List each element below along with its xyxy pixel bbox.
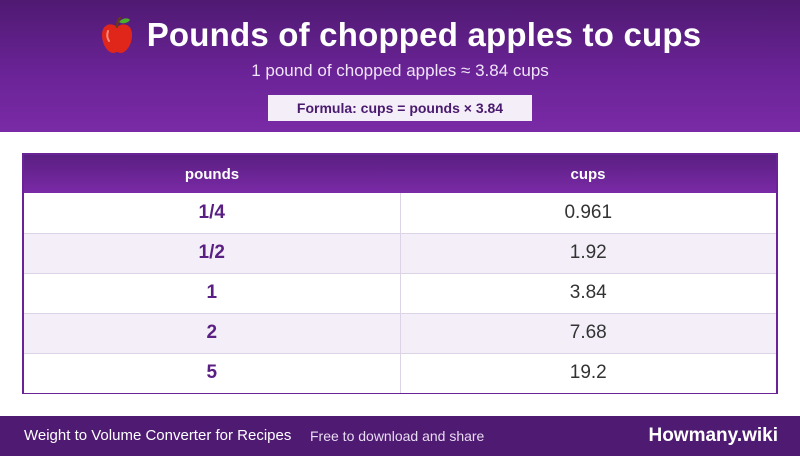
footer-tagline: Free to download and share — [310, 428, 485, 444]
apple-icon — [99, 15, 135, 55]
cups-cell: 0.961 — [400, 193, 776, 234]
table-row: 1/4 0.961 — [24, 193, 776, 234]
pounds-cell: 1/2 — [24, 233, 401, 274]
title-row: Pounds of chopped apples to cups — [0, 14, 800, 56]
cups-cell: 19.2 — [569, 362, 607, 384]
table-row: 2 7.68 — [24, 313, 776, 354]
page-subtitle: 1 pound of chopped apples ≈ 3.84 cups — [251, 61, 549, 80]
table-row: 1 3.84 — [24, 273, 776, 314]
footer-brand-logo[interactable]: Howmany.wiki — [648, 425, 778, 446]
footer-bar: Weight to Volume Converter for Recipes F… — [0, 416, 800, 456]
pounds-cell: 5 — [24, 353, 401, 393]
column-header-cups: cups — [570, 165, 606, 183]
page-title: Pounds of chopped apples to cups — [146, 16, 702, 53]
table-row: 1/2 1.92 — [24, 233, 776, 274]
footer-site-name[interactable]: Weight to Volume Converter for Recipes — [24, 427, 292, 444]
table-row: 5 19.2 — [24, 353, 776, 393]
cups-cell: 1.92 — [400, 233, 776, 274]
cups-cell: 3.84 — [400, 273, 776, 314]
conversion-table-container: pounds cups 1/4 0.961 1/2 1.92 1 3.84 2 … — [22, 153, 778, 394]
conversion-table: pounds cups 1/4 0.961 1/2 1.92 1 3.84 2 … — [24, 155, 776, 393]
header-banner: Pounds of chopped apples to cups 1 pound… — [0, 0, 800, 132]
pounds-cell: 1/4 — [24, 193, 401, 234]
pounds-cell: 2 — [24, 313, 401, 354]
pounds-cell: 1 — [24, 273, 401, 314]
table-header-row: pounds cups — [24, 155, 776, 193]
column-header-pounds: pounds — [184, 165, 240, 183]
cups-cell: 7.68 — [400, 313, 776, 354]
formula-badge: Formula: cups = pounds × 3.84 — [268, 95, 532, 121]
